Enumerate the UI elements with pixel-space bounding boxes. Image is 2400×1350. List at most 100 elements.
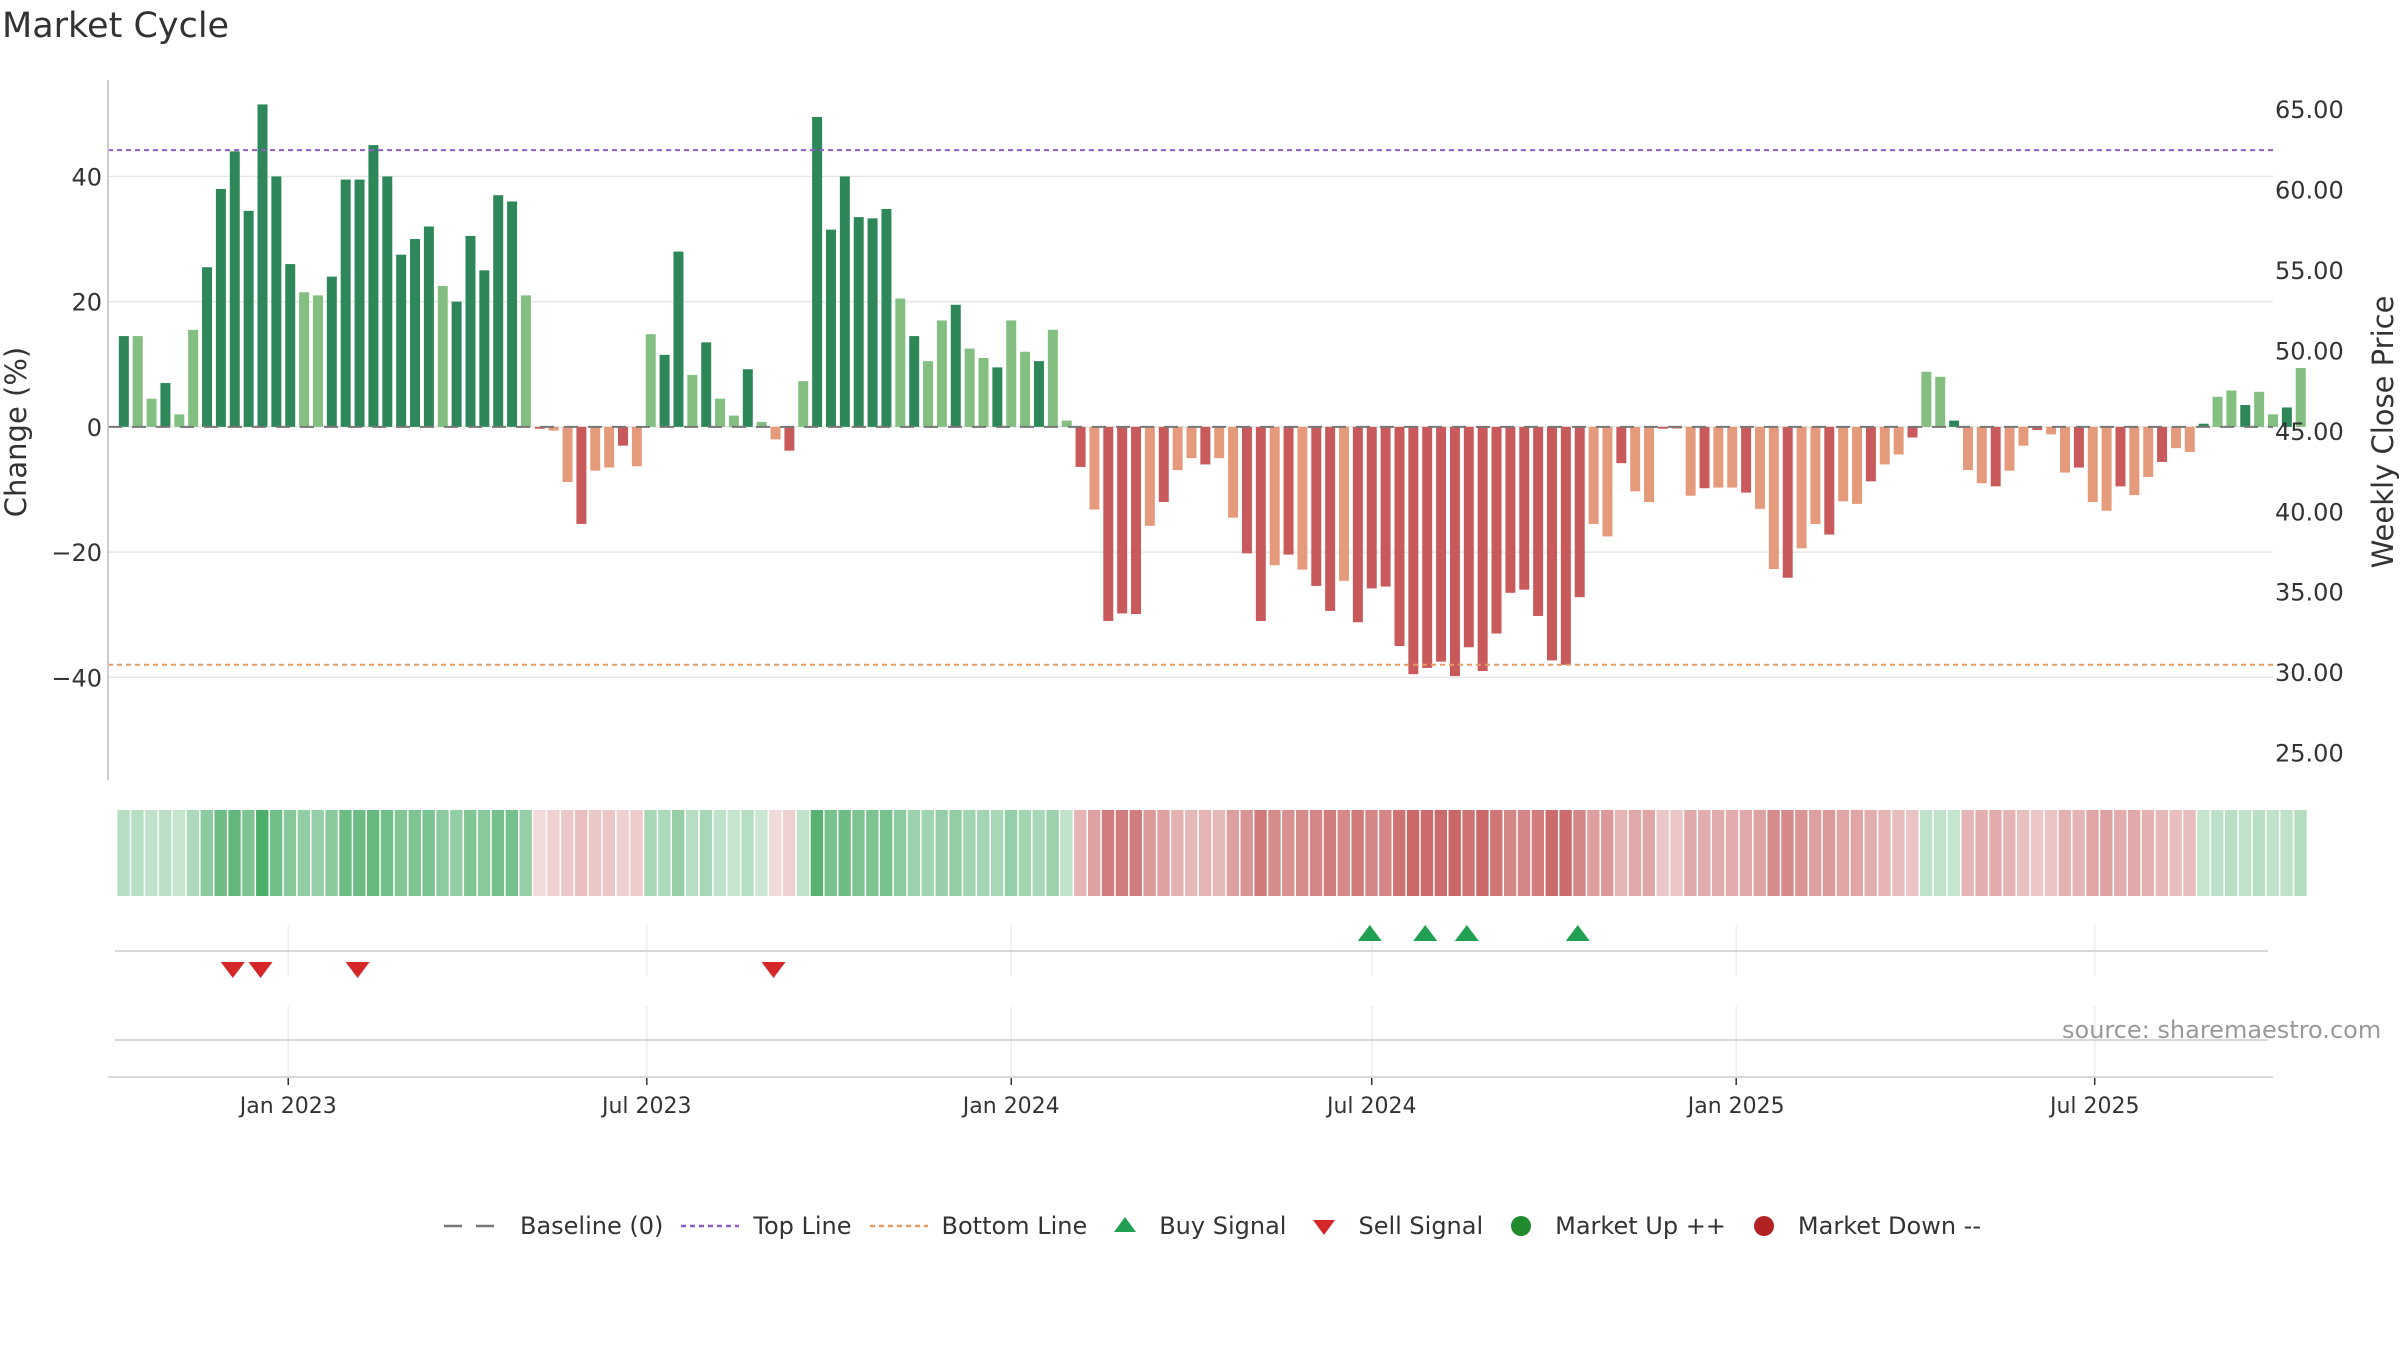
bar <box>1657 426 1668 429</box>
cycle-strip-cell <box>1919 810 1933 896</box>
cycle-strip-cell <box>1989 810 2002 896</box>
x-tick-label: Jul 2025 <box>2048 1094 2140 1119</box>
legend-item-buy-signal[interactable]: Buy Signal <box>1105 1212 1286 1240</box>
cycle-strip-cell <box>1545 810 1558 896</box>
y-tick-label-right: 40.00 <box>2275 498 2344 526</box>
y-tick-label-right: 35.00 <box>2275 579 2344 607</box>
bar <box>1311 426 1322 586</box>
bar <box>881 208 892 427</box>
cycle-strip-cell <box>561 810 574 896</box>
bar <box>950 304 961 427</box>
y-tick-label-left: −20 <box>51 539 102 567</box>
bar <box>215 188 226 427</box>
cycle-strip-cell <box>1268 810 1281 896</box>
cycle-strip-cell <box>852 810 865 896</box>
y-tick-label-left: 0 <box>87 414 102 442</box>
cycle-strip-cell <box>713 810 726 896</box>
bar <box>867 218 878 427</box>
bar <box>2004 426 2015 471</box>
cycle-strip-cell <box>2238 810 2252 896</box>
bar <box>2170 426 2181 449</box>
x-tick-label: Jan 2024 <box>961 1094 1060 1119</box>
cycle-strip-cell <box>519 810 532 896</box>
cycle-strip-cell <box>394 810 408 896</box>
bar <box>410 239 421 427</box>
cycle-strip-cell <box>1129 810 1142 896</box>
bar <box>1685 426 1696 496</box>
cycle-strip-cell <box>1531 810 1545 896</box>
red-circle-icon <box>1753 1216 1774 1236</box>
bar <box>798 381 809 427</box>
cycle-strip-cell <box>1018 810 1032 896</box>
green-circle-icon <box>1511 1216 1532 1236</box>
bar <box>1852 426 1863 504</box>
bar <box>1727 426 1738 488</box>
cycle-strip-cell <box>408 810 421 896</box>
cycle-strip-cell <box>366 810 380 896</box>
bar <box>2046 426 2057 435</box>
legend-item-baseline[interactable]: Baseline (0) <box>443 1212 663 1240</box>
bar <box>285 264 296 427</box>
cycle-strip-cell <box>1462 810 1475 896</box>
bar <box>562 426 573 482</box>
bar <box>132 336 143 427</box>
bar <box>1380 426 1391 587</box>
bar <box>507 201 518 427</box>
bar <box>1131 426 1142 615</box>
bar <box>784 426 795 451</box>
cycle-strip-cell <box>159 810 172 896</box>
bar <box>2073 426 2084 468</box>
cycle-strip-cell <box>824 810 837 896</box>
legend-item-bottom-line[interactable]: Bottom Line <box>869 1212 1087 1240</box>
bar <box>1144 426 1155 526</box>
bar <box>715 398 726 427</box>
cycle-strip-cell <box>1559 810 1572 896</box>
cycle-strip-cell <box>1767 810 1780 896</box>
legend-item-sell-signal[interactable]: Sell Signal <box>1304 1212 1483 1240</box>
cycle-strip-cell <box>1171 810 1184 896</box>
bar <box>825 229 836 427</box>
bar <box>618 426 628 446</box>
bar <box>1463 426 1474 648</box>
cycle-strip-cell <box>880 810 893 896</box>
cycle-strip-cell <box>1781 810 1794 896</box>
cycle-strip-cell <box>1892 810 1905 896</box>
bar <box>770 426 781 440</box>
bar <box>1352 426 1363 623</box>
cycle-strip-cell <box>741 810 754 896</box>
bar <box>548 426 559 431</box>
cycle-strip-cell <box>1115 810 1129 896</box>
reference-lines-layer <box>108 149 2273 666</box>
cycle-strip-cell <box>311 810 324 896</box>
legend-item-market-up[interactable]: Market Up ++ <box>1501 1212 1726 1240</box>
cycle-strip-cell <box>1753 810 1766 896</box>
bar <box>520 295 531 427</box>
bar <box>701 342 712 427</box>
cycle-strip-cell <box>1087 810 1101 896</box>
bar <box>382 176 393 427</box>
cycle-strip-cell <box>616 810 629 896</box>
cycle-strip-cell <box>1004 810 1018 896</box>
cycle-strip-cell <box>1933 810 1947 896</box>
bar <box>2018 426 2029 446</box>
bar <box>590 426 601 471</box>
cycle-strip-cell <box>2016 810 2030 896</box>
bar <box>1990 426 2001 487</box>
legend-item-market-down[interactable]: Market Down -- <box>1744 1212 1981 1240</box>
legend-item-top-line[interactable]: Top Line <box>681 1212 852 1240</box>
cycle-strip-cell <box>990 810 1004 896</box>
cycle-strip-cell <box>1254 810 1267 896</box>
bar <box>645 334 656 427</box>
cycle-strip-cell <box>117 810 130 896</box>
cycle-strip-cell <box>200 810 213 896</box>
buy-signal-icon <box>1565 925 1590 941</box>
bars-layer <box>118 104 2306 677</box>
cycle-strip-cell <box>256 810 269 896</box>
cycle-strip-cell <box>685 810 699 896</box>
cycle-strip-cell <box>630 810 643 896</box>
bar <box>1103 426 1114 621</box>
cycle-strip-cell <box>1587 810 1600 896</box>
bar <box>1949 420 1960 427</box>
cycle-strip-cell <box>602 810 616 896</box>
bar <box>631 426 642 467</box>
